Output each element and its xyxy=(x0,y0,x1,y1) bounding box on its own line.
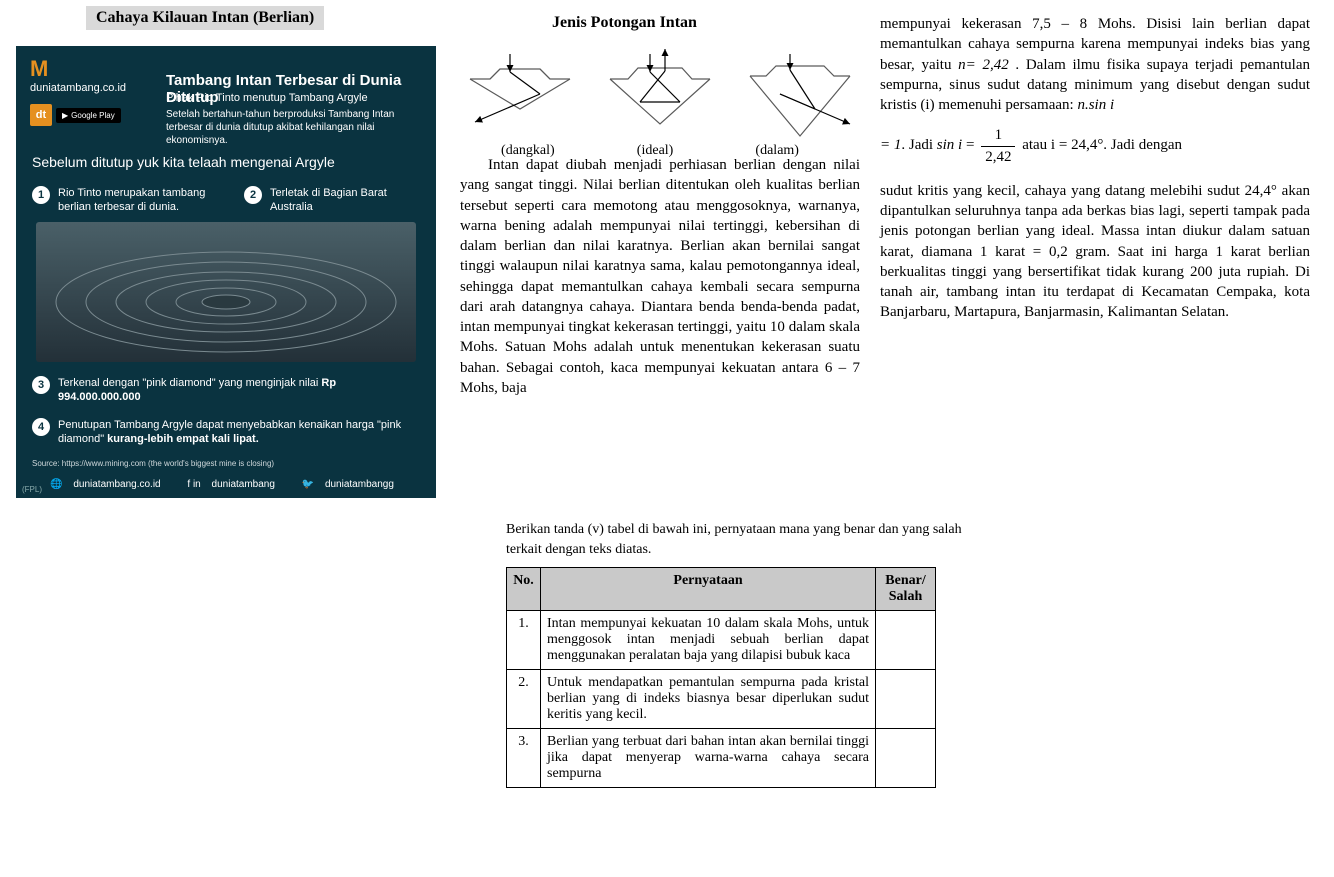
question-table-block: Berikan tanda (v) tabel di bawah ini, pe… xyxy=(506,520,976,788)
mine-svg xyxy=(36,222,416,362)
infographic-preclose: Sebelum ditutup yuk kita telaah mengenai… xyxy=(32,154,335,170)
fpl-tag: (FPL) xyxy=(22,485,42,494)
table-instruction: Berikan tanda (v) tabel di bawah ini, pe… xyxy=(506,520,976,559)
th-statement: Pernyataan xyxy=(541,568,876,611)
nsini: n.sin i xyxy=(1077,97,1114,113)
infographic-source: Source: https://www.mining.com (the worl… xyxy=(32,459,274,468)
para-right-c: sudut kritis yang kecil, cahaya yang dat… xyxy=(880,183,1310,321)
cell-ans-2[interactable] xyxy=(876,670,936,729)
logo-icon: M xyxy=(30,56,48,82)
bullet4-bold: kurang-lebih empat kali lipat. xyxy=(107,433,259,445)
th-answer: Benar/ Salah xyxy=(876,568,936,611)
bullet-num-1: 1 xyxy=(32,186,50,204)
cell-stmt-3: Berlian yang terbuat dari bahan intan ak… xyxy=(541,729,876,788)
social-web: 🌐 duniatambang.co.id xyxy=(50,479,169,490)
bullet-1: 1 Rio Tinto merupakan tambang berlian te… xyxy=(32,186,222,215)
equation-line: = 1. Jadi sin i = 12,42 atau i = 24,4°. … xyxy=(880,125,1310,167)
table-header-row: No. Pernyataan Benar/ Salah xyxy=(507,568,936,611)
table-row: 2. Untuk mendapatkan pemantulan sempurna… xyxy=(507,670,936,729)
cell-stmt-1: Intan mempunyai kekuatan 10 dalam skala … xyxy=(541,611,876,670)
page-title-highlight: Cahaya Kilauan Intan (Berlian) xyxy=(86,6,324,30)
diamond-cuts-diagram: (dangkal) (ideal) (dalam) xyxy=(460,44,860,159)
infographic-sub2: Setelah bertahun-tahun berproduksi Tamba… xyxy=(166,108,422,147)
th-no: No. xyxy=(507,568,541,611)
paragraph-left-text: Intan dapat diubah menjadi perhiasan ber… xyxy=(460,157,860,396)
table-row: 3. Berlian yang terbuat dari bahan intan… xyxy=(507,729,936,788)
n-equals: n= 2,42 xyxy=(958,57,1009,73)
cell-ans-1[interactable] xyxy=(876,611,936,670)
infographic-sub1: Pihak Rio Tinto menutup Tambang Argyle xyxy=(166,92,422,104)
eq-prefix: = 1 xyxy=(880,137,901,153)
eq-sign: = xyxy=(966,137,978,153)
infographic-socials: 🌐 duniatambang.co.id f in duniatambang 🐦… xyxy=(16,479,436,490)
cell-ans-3[interactable] xyxy=(876,729,936,788)
google-play-badge: ▶ Google Play xyxy=(56,108,121,123)
cuts-section-title: Jenis Potongan Intan xyxy=(552,14,697,32)
mine-image-placeholder xyxy=(36,222,416,362)
eq-mid2: atau i = 24,4°. Jadi dengan xyxy=(1018,137,1182,153)
store-label: Google Play xyxy=(71,111,115,120)
bullet-4: 4 Penutupan Tambang Argyle dapat menyeba… xyxy=(32,418,412,447)
frac-den: 2,42 xyxy=(981,147,1015,167)
bullet-text-2: Terletak di Bagian Barat Australia xyxy=(270,186,424,215)
bullet-num-2: 2 xyxy=(244,186,262,204)
bullet-text-3: Terkenal dengan "pink diamond" yang meng… xyxy=(58,376,412,405)
bullet-2: 2 Terletak di Bagian Barat Australia xyxy=(244,186,424,215)
cell-no-2: 2. xyxy=(507,670,541,729)
bullet-text-4: Penutupan Tambang Argyle dapat menyebabk… xyxy=(58,418,412,447)
bullet-3: 3 Terkenal dengan "pink diamond" yang me… xyxy=(32,376,412,405)
bullet-num-4: 4 xyxy=(32,418,50,436)
question-table: No. Pernyataan Benar/ Salah 1. Intan mem… xyxy=(506,567,936,788)
social-tw: 🐦 duniatambangg xyxy=(302,479,402,490)
cuts-svg xyxy=(460,44,860,139)
body-paragraph-left: Intan dapat diubah menjadi perhiasan ber… xyxy=(460,155,860,398)
cell-no-1: 1. xyxy=(507,611,541,670)
dt-badge: dt xyxy=(30,104,52,126)
infographic-card: M duniatambang.co.id dt ▶ Google Play Ta… xyxy=(16,46,436,498)
body-paragraph-right: mempunyai kekerasan 7,5 – 8 Mohs. Disisi… xyxy=(880,14,1310,323)
bullet-text-1: Rio Tinto merupakan tambang berlian terb… xyxy=(58,186,222,215)
sini: sin i xyxy=(937,137,966,153)
frac-num: 1 xyxy=(981,125,1015,146)
cell-stmt-2: Untuk mendapatkan pemantulan sempurna pa… xyxy=(541,670,876,729)
app-badges: dt ▶ Google Play xyxy=(30,104,121,126)
site-url-label: duniatambang.co.id xyxy=(30,82,126,94)
table-row: 1. Intan mempunyai kekuatan 10 dalam ska… xyxy=(507,611,936,670)
play-icon: ▶ xyxy=(62,111,68,120)
social-fb: f in duniatambang xyxy=(187,479,283,490)
bullet-num-3: 3 xyxy=(32,376,50,394)
eq-mid1: . Jadi xyxy=(901,137,936,153)
cell-no-3: 3. xyxy=(507,729,541,788)
bullet3-prefix: Terkenal dengan "pink diamond" yang meng… xyxy=(58,377,321,389)
fraction: 12,42 xyxy=(981,125,1015,167)
